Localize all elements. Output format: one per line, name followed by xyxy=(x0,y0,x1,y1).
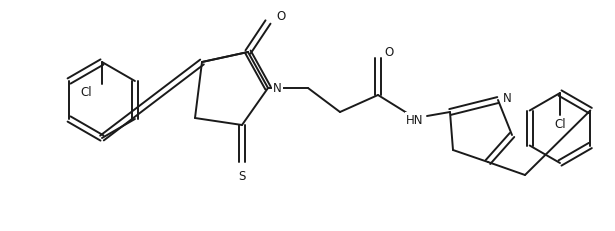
Text: O: O xyxy=(276,10,285,24)
Text: Cl: Cl xyxy=(81,85,92,98)
Text: HN: HN xyxy=(407,113,424,127)
Text: Cl: Cl xyxy=(554,118,566,131)
Text: O: O xyxy=(384,46,393,60)
Text: S: S xyxy=(239,170,245,182)
Text: N: N xyxy=(273,82,282,94)
Text: N: N xyxy=(503,91,512,104)
